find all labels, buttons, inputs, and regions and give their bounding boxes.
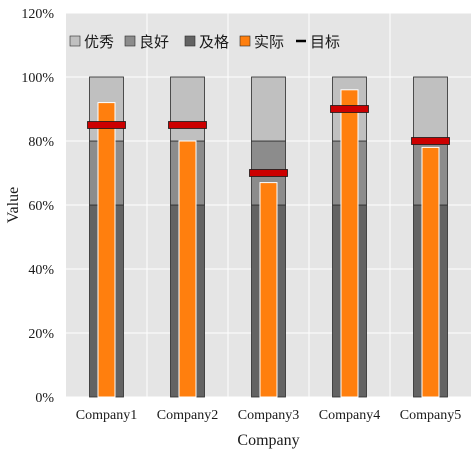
y-tick-label: 100% <box>21 71 54 86</box>
x-tick-label: Company4 <box>319 408 380 423</box>
legend-swatch-1 <box>124 35 136 47</box>
legend-label: 实际 <box>254 33 284 51</box>
y-tick-label: 40% <box>28 263 54 278</box>
x-tick-label: Company5 <box>400 408 461 423</box>
legend: 优秀 良好 及格 实际 目标 <box>69 33 340 51</box>
x-tick-labels: Company1 Company2 Company3 Company4 Company5 <box>76 408 461 423</box>
actual-bar-Company3 <box>259 182 278 398</box>
actual-bar-Company2 <box>178 140 197 398</box>
target-marker-Company4 <box>330 105 369 113</box>
actual-bar-Company1 <box>97 102 116 398</box>
legend-swatch-0 <box>69 35 81 47</box>
target-marker-Company3 <box>249 169 288 177</box>
target-marker-Company1 <box>87 121 126 129</box>
y-tick-label: 120% <box>21 7 54 22</box>
y-tick-labels: 0% 20% 40% 60% 80% 100% 120% <box>21 7 54 406</box>
actual-bar-Company5 <box>421 146 440 398</box>
target-marker-Company5 <box>411 137 450 145</box>
legend-label: 优秀 <box>84 33 114 51</box>
band-2-Company2 <box>170 76 205 142</box>
band-2-Company3 <box>251 76 286 142</box>
actual-bar-Company4 <box>340 89 359 398</box>
x-tick-label: Company3 <box>238 408 299 423</box>
y-axis-title: Value <box>5 187 22 223</box>
y-tick-label: 0% <box>35 391 54 406</box>
x-axis-title: Company <box>237 432 299 449</box>
x-tick-label: Company2 <box>157 408 218 423</box>
x-tick-label: Company1 <box>76 408 137 423</box>
legend-label: 良好 <box>139 33 169 51</box>
legend-swatch-2 <box>184 35 196 47</box>
y-tick-label: 60% <box>28 199 54 214</box>
legend-label: 目标 <box>310 33 340 51</box>
y-tick-label: 20% <box>28 327 54 342</box>
target-marker-Company2 <box>168 121 207 129</box>
bars <box>87 76 450 398</box>
legend-swatch-3 <box>239 35 251 47</box>
band-2-Company5 <box>413 76 448 142</box>
y-tick-label: 80% <box>28 135 54 150</box>
legend-label: 及格 <box>199 33 229 51</box>
